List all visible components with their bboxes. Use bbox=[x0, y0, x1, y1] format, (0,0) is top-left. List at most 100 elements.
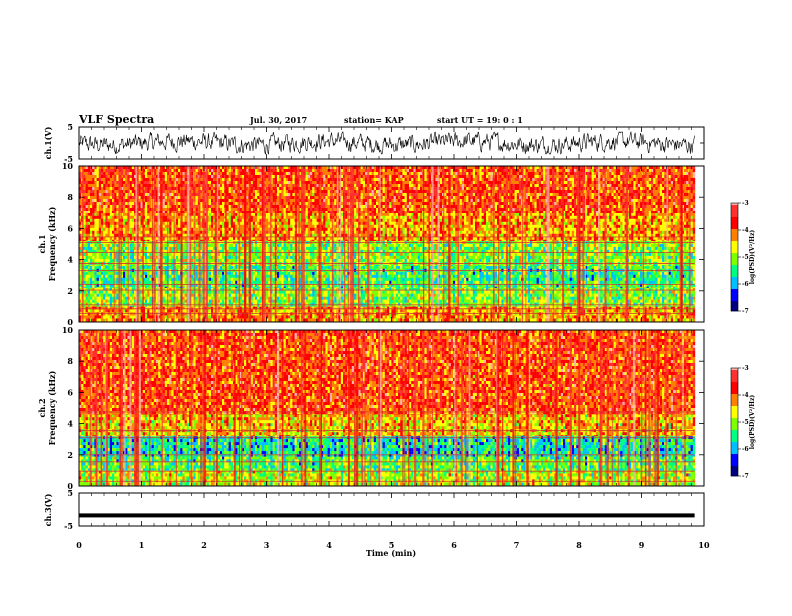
ch1-spectrogram-cell bbox=[539, 275, 541, 278]
ch1-spectrogram-cell bbox=[163, 303, 165, 306]
ch1-spectrogram-cell bbox=[99, 315, 101, 318]
ch1-spectrogram-cell bbox=[587, 312, 589, 315]
ch1-spectrogram-cell bbox=[407, 300, 409, 303]
ch1-spectrogram-cell bbox=[407, 294, 409, 297]
ch1-spectrogram-cell bbox=[178, 272, 180, 275]
ch1-spectrogram-cell bbox=[684, 315, 686, 318]
ch1-spectrogram-cell bbox=[686, 318, 688, 321]
ch1-spectrogram-cell bbox=[328, 303, 330, 306]
ch1-spectrogram-cell bbox=[290, 306, 292, 307]
ch1-spectrogram-cell bbox=[550, 318, 552, 321]
ch1-spectrogram-cell bbox=[147, 294, 149, 297]
ch1-spectrogram-cell bbox=[543, 294, 545, 297]
ch1-spectrogram-cell bbox=[123, 272, 125, 275]
ch1-spectrogram-cell bbox=[462, 318, 464, 321]
ch1-spectrogram-cell bbox=[640, 300, 642, 303]
ch1-spectrogram-cell bbox=[488, 291, 490, 294]
ch1-spectrogram-cell bbox=[165, 300, 167, 303]
ch1-spectrogram-cell bbox=[185, 318, 187, 321]
ch1-spectrogram-cell bbox=[383, 315, 385, 318]
ch1-spectrogram-cell bbox=[541, 266, 543, 269]
ch1-spectrogram-cell bbox=[233, 275, 235, 278]
station-label: station= KAP bbox=[344, 115, 404, 125]
ch1-spectrogram-cell bbox=[286, 309, 288, 312]
ch1-spectrogram-cell bbox=[541, 312, 543, 315]
ch1-spectrogram-cell bbox=[284, 275, 286, 278]
ch1-spectrogram-cell bbox=[537, 272, 539, 275]
ch1-spectrogram-cell bbox=[609, 312, 611, 315]
ch1-spectrogram-cell bbox=[460, 278, 462, 281]
ch1-spectrogram-cell bbox=[413, 303, 415, 306]
ch1-spectrogram-cell bbox=[233, 297, 235, 300]
ch1-spectrogram-cell bbox=[675, 312, 677, 315]
ch1-spectrogram-cell bbox=[108, 278, 110, 281]
ch1-spectrogram-cell bbox=[609, 300, 611, 303]
ch1-spectrogram-cell bbox=[488, 315, 490, 318]
ch1-spectrogram-cell bbox=[376, 278, 378, 281]
ch1-spectrogram-cell bbox=[673, 303, 675, 306]
ch1-spectrogram-cell bbox=[132, 275, 134, 278]
ch1-spectrogram-cell bbox=[499, 303, 501, 306]
ch1-spectrogram-cell bbox=[488, 312, 490, 315]
ch1-spectrogram-cell bbox=[418, 306, 420, 307]
ch1-spectrogram-cell bbox=[468, 300, 470, 303]
ch1-spectrogram-cell bbox=[354, 294, 356, 297]
ch1-spectrogram-cell bbox=[273, 294, 275, 297]
ch1-spectrogram-cell bbox=[444, 303, 446, 306]
ch1-spectrogram-cell bbox=[616, 306, 618, 307]
ch1-spectrogram-cell bbox=[165, 266, 167, 269]
ch1-spectrogram-cell bbox=[484, 306, 486, 307]
ch1-spectrogram-cell bbox=[550, 312, 552, 315]
ch1-spectrogram-cell bbox=[231, 300, 233, 303]
ch1-spectrogram-cell bbox=[574, 291, 576, 294]
ch1-spectrogram-cell bbox=[253, 266, 255, 269]
ch1-spectrogram-cell bbox=[519, 297, 521, 300]
ch1-spectrogram-cell bbox=[488, 266, 490, 269]
ch1-spectrogram-cell bbox=[86, 266, 88, 269]
ch1-spectrogram-cell bbox=[532, 309, 534, 312]
ch1-spectrogram-cell bbox=[528, 315, 530, 318]
ch1-spectrogram-cell bbox=[466, 297, 468, 300]
ch1-spectrogram-cell bbox=[671, 272, 673, 275]
ch1-spectrogram-cell bbox=[277, 309, 279, 312]
ch1-spectrogram-cell bbox=[609, 309, 611, 312]
ch1-spectrogram-cell bbox=[479, 278, 481, 281]
ch1-spectrogram-cell bbox=[501, 297, 503, 300]
ch1-spectrogram-cell bbox=[622, 300, 624, 303]
ch1-spectrogram-cell bbox=[655, 266, 657, 269]
ch1-spectrogram-cell bbox=[677, 309, 679, 312]
ch1-spectrogram-cell bbox=[306, 275, 308, 278]
ch1-spectrogram-cell bbox=[537, 275, 539, 278]
ch1-spectrogram-cell bbox=[424, 297, 426, 300]
ch1-spectrogram-cell bbox=[691, 306, 693, 307]
ch1-spectrogram-cell bbox=[83, 309, 85, 312]
ch1-spectrogram-cell bbox=[691, 297, 693, 300]
ch1-spectrogram-cell bbox=[411, 291, 413, 294]
ch1-spectrogram-cell bbox=[574, 266, 576, 269]
ch1-spectrogram-cell bbox=[528, 278, 530, 281]
ch1-spectrogram-cell bbox=[385, 300, 387, 303]
ch1-spectrogram-cell bbox=[471, 272, 473, 275]
ch1-spectrogram-cell bbox=[281, 266, 283, 269]
ch1-spectrogram-cell bbox=[633, 318, 635, 321]
ch1-spectrogram-cell bbox=[231, 291, 233, 294]
ch1-spectrogram-cell bbox=[281, 294, 283, 297]
ch1-spectrogram-cell bbox=[477, 300, 479, 303]
ch1-spectrogram-cell bbox=[361, 272, 363, 275]
ch1-spectrogram-cell bbox=[462, 278, 464, 281]
ch1-spectrogram-cell bbox=[473, 294, 475, 297]
ch1-spectrogram-cell bbox=[651, 294, 653, 297]
ch1-spectrogram-cell bbox=[693, 272, 695, 275]
ch1-spectrogram-cell bbox=[132, 318, 134, 321]
ch1-spectrogram-cell bbox=[99, 303, 101, 306]
figure-title: VLF Spectra bbox=[78, 113, 154, 126]
ch1-spectrogram-cell bbox=[519, 312, 521, 315]
ch1-spectrogram-cell bbox=[609, 272, 611, 275]
ch1-spectrogram-cell bbox=[572, 272, 574, 275]
ch1-spectrogram-cell bbox=[420, 315, 422, 318]
ch1-spectrogram-cell bbox=[482, 275, 484, 278]
ch1-spectrogram-cell bbox=[288, 306, 290, 307]
ch1-spectrogram-cell bbox=[105, 309, 107, 312]
ch1-spectrogram-cell bbox=[589, 294, 591, 297]
ch1-spectrogram-cell bbox=[464, 272, 466, 275]
